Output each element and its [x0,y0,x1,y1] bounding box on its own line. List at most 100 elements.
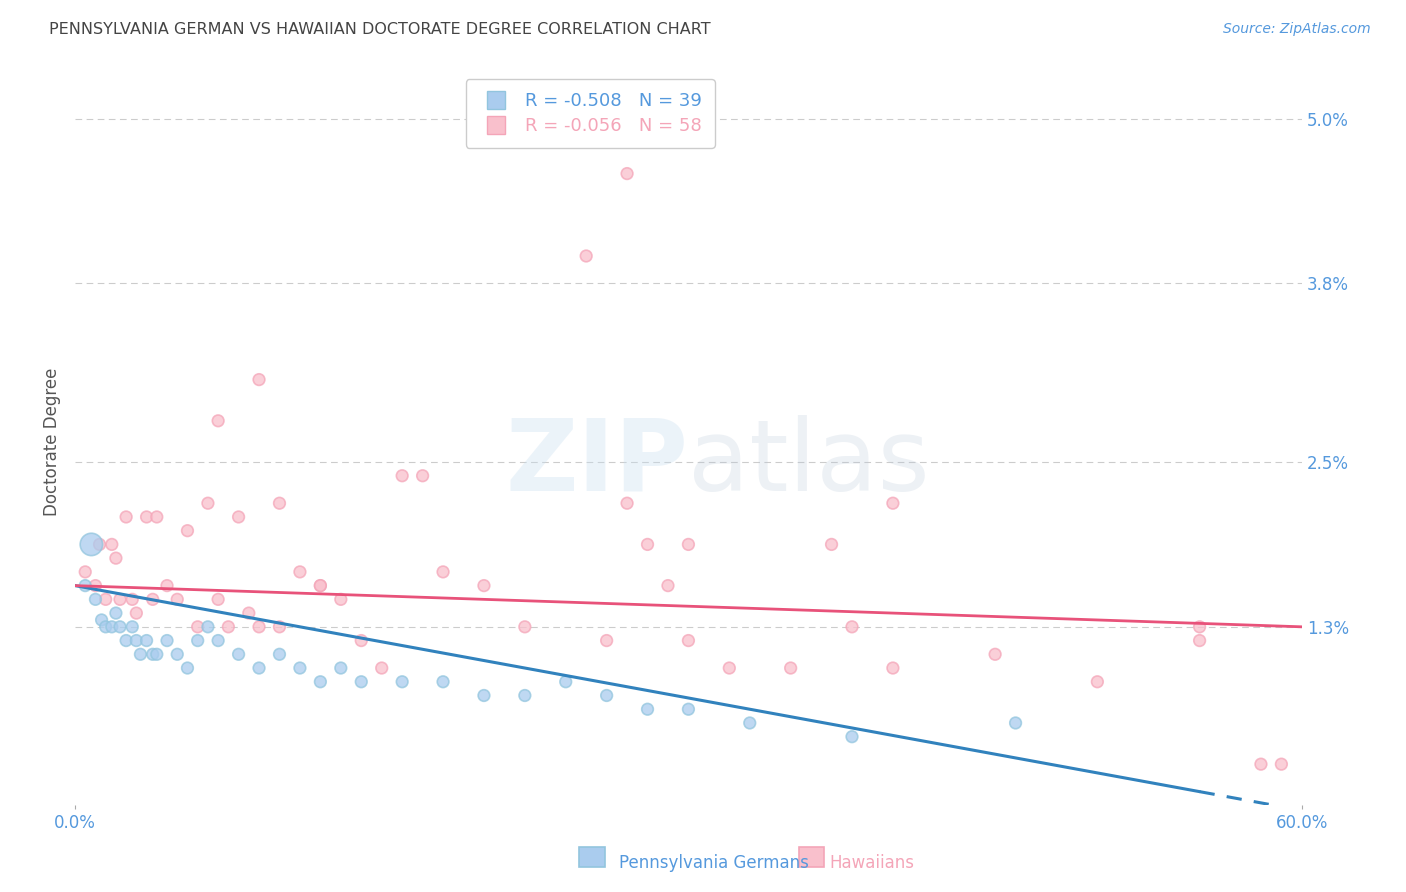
Point [156,579,179,593]
Point [156,633,179,648]
Point [207,633,229,648]
Point [80,537,103,551]
Point [135,633,157,648]
Point [247,620,270,634]
Point [269,648,291,662]
Point [187,633,209,648]
Point [84,592,107,607]
Point [984,648,1007,662]
Point [125,633,148,648]
Point [104,551,127,566]
Point [288,661,311,675]
Point [146,648,169,662]
Point [90,613,112,627]
Point [350,633,373,648]
Point [115,510,138,524]
Point [1270,757,1292,772]
Point [412,468,434,483]
Y-axis label: Doctorate Degree: Doctorate Degree [44,368,60,516]
Point [779,661,801,675]
Point [616,167,638,181]
Point [146,510,169,524]
Point [882,661,904,675]
Point [841,730,863,744]
Point [1085,674,1108,689]
Point [1004,715,1026,730]
Point [197,620,219,634]
Point [595,633,617,648]
Text: atlas: atlas [689,415,929,512]
Point [121,592,143,607]
Point [575,249,598,263]
Point [269,620,291,634]
Point [115,633,138,648]
Point [129,648,152,662]
Point [678,537,700,551]
Text: Pennsylvania Germans: Pennsylvania Germans [619,855,808,872]
Point [637,537,659,551]
Point [1188,633,1211,648]
Point [94,620,117,634]
Point [678,702,700,716]
Point [554,674,576,689]
Point [247,661,270,675]
Point [228,510,250,524]
Point [89,537,111,551]
Bar [579,847,605,867]
Point [472,579,495,593]
Point [125,606,148,620]
Point [820,537,842,551]
Point [142,592,165,607]
Point [370,661,392,675]
Point [75,579,97,593]
Text: Hawaiians: Hawaiians [830,855,914,872]
Point [269,496,291,510]
Point [1188,620,1211,634]
Point [207,414,229,428]
Text: ZIP: ZIP [506,415,689,512]
Point [309,674,332,689]
Point [513,689,536,703]
Point [309,579,332,593]
Point [142,648,165,662]
Point [432,674,454,689]
Point [121,620,143,634]
Bar [799,847,824,867]
Point [94,592,117,607]
Point [657,579,679,593]
Point [288,565,311,579]
Point [135,510,157,524]
Point [238,606,260,620]
Text: PENNSYLVANIA GERMAN VS HAWAIIAN DOCTORATE DEGREE CORRELATION CHART: PENNSYLVANIA GERMAN VS HAWAIIAN DOCTORAT… [49,22,711,37]
Point [197,496,219,510]
Point [637,702,659,716]
Point [108,620,131,634]
Point [472,689,495,703]
Point [329,661,352,675]
Point [616,496,638,510]
Point [841,620,863,634]
Point [432,565,454,579]
Point [247,373,270,387]
Point [1250,757,1272,772]
Point [176,524,198,538]
Point [101,620,124,634]
Point [391,468,413,483]
Point [391,674,413,689]
Point [595,689,617,703]
Point [217,620,239,634]
Point [84,579,107,593]
Point [738,715,761,730]
Point [166,592,188,607]
Point [101,537,124,551]
Point [882,496,904,510]
Point [108,592,131,607]
Point [309,579,332,593]
Point [329,592,352,607]
Point [678,633,700,648]
Text: Source: ZipAtlas.com: Source: ZipAtlas.com [1223,22,1371,37]
Point [176,661,198,675]
Point [104,606,127,620]
Point [187,620,209,634]
Point [207,592,229,607]
